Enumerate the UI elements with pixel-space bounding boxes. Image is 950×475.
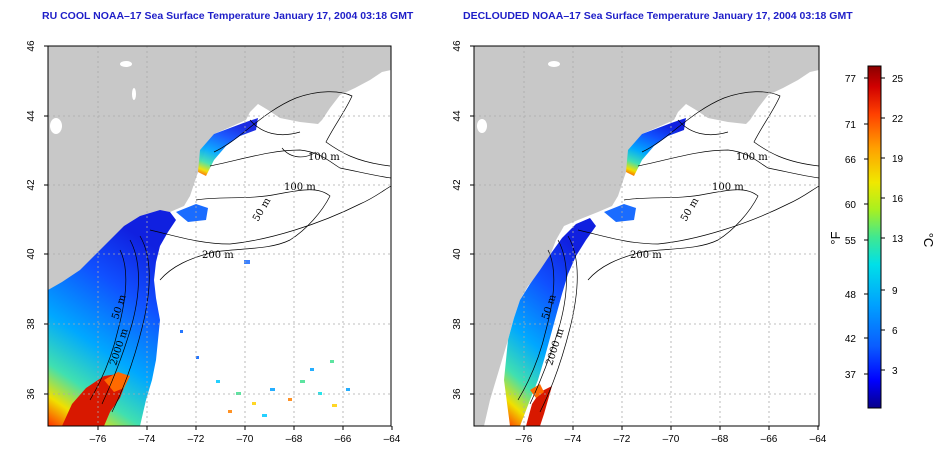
- colorbar-c-tick-13: 13: [892, 234, 904, 245]
- right-x-tick-68: –68: [712, 434, 729, 445]
- right-contour-label-1: 100 m: [736, 152, 768, 163]
- left-land: [48, 46, 391, 426]
- right-contour-label-2: 100 m: [712, 182, 744, 193]
- right-map: 100 m 100 m 50 m 200 m 50 m 2000 m –76 –…: [452, 40, 827, 445]
- colorbar-f-tick-55: 55: [845, 236, 857, 247]
- left-y-tick-38: 38: [26, 318, 37, 330]
- left-contour-label-4: 200 m: [202, 250, 234, 261]
- right-land: [474, 46, 819, 426]
- colorbar-f-tick-66: 66: [845, 155, 857, 166]
- left-y-tick-36: 36: [26, 388, 37, 400]
- colorbar-c-tick-22: 22: [892, 114, 904, 125]
- right-x-tick-66: –66: [761, 434, 778, 445]
- left-y-tick-44: 44: [26, 110, 37, 122]
- left-x-tick-70: –70: [237, 434, 254, 445]
- colorbar-c-tick-25: 25: [892, 74, 904, 85]
- colorbar-c-tick-19: 19: [892, 154, 904, 165]
- right-y-tick-44: 44: [452, 110, 463, 122]
- colorbar-c-tick-9: 9: [892, 286, 898, 297]
- right-x-tick-64: –64: [810, 434, 827, 445]
- left-y-tick-40: 40: [26, 248, 37, 260]
- right-x-tick-76: –76: [516, 434, 533, 445]
- right-y-tick-46: 46: [452, 40, 463, 52]
- colorbar-c-tick-16: 16: [892, 194, 904, 205]
- left-x-tick-66: –66: [335, 434, 352, 445]
- right-x-tick-74: –74: [565, 434, 582, 445]
- right-x-tick-70: –70: [663, 434, 680, 445]
- colorbar-f-tick-42: 42: [845, 334, 857, 345]
- colorbar-f-tick-48: 48: [845, 290, 857, 301]
- left-x-tick-68: –68: [286, 434, 303, 445]
- left-x-tick-64: –64: [384, 434, 401, 445]
- left-map: 100 m 100 m 50 m 200 m 50 m 2000 m –76 –…: [26, 40, 401, 445]
- colorbar-f-tick-77: 77: [845, 74, 857, 85]
- right-y-tick-42: 42: [452, 179, 463, 191]
- right-contour-label-4: 200 m: [630, 250, 662, 261]
- right-map-title: DECLOUDED NOAA–17 Sea Surface Temperatur…: [463, 10, 853, 22]
- colorbar-c-tick-3: 3: [892, 366, 898, 377]
- colorbar-f-tick-37: 37: [845, 370, 857, 381]
- colorbar-f-tick-71: 71: [845, 120, 857, 131]
- left-x-tick-74: –74: [139, 434, 156, 445]
- left-x-tick-72: –72: [188, 434, 205, 445]
- colorbar-f-tick-60: 60: [845, 200, 857, 211]
- left-contour-label-1: 100 m: [308, 152, 340, 163]
- right-x-tick-72: –72: [614, 434, 631, 445]
- temperature-colorbar: 77 71 66 60 55 48 42 37 25 22 19 16 13 9…: [828, 65, 936, 409]
- colorbar-c-tick-6: 6: [892, 326, 898, 337]
- left-contour-label-2: 100 m: [284, 182, 316, 193]
- colorbar-unit-celsius: °C: [921, 233, 936, 248]
- right-y-tick-38: 38: [452, 318, 463, 330]
- colorbar-unit-fahrenheit: °F: [828, 231, 843, 244]
- right-y-tick-40: 40: [452, 248, 463, 260]
- left-x-tick-76: –76: [90, 434, 107, 445]
- left-y-tick-46: 46: [26, 40, 37, 52]
- left-y-tick-42: 42: [26, 179, 37, 191]
- right-y-tick-36: 36: [452, 388, 463, 400]
- left-map-title: RU COOL NOAA–17 Sea Surface Temperature …: [42, 10, 414, 22]
